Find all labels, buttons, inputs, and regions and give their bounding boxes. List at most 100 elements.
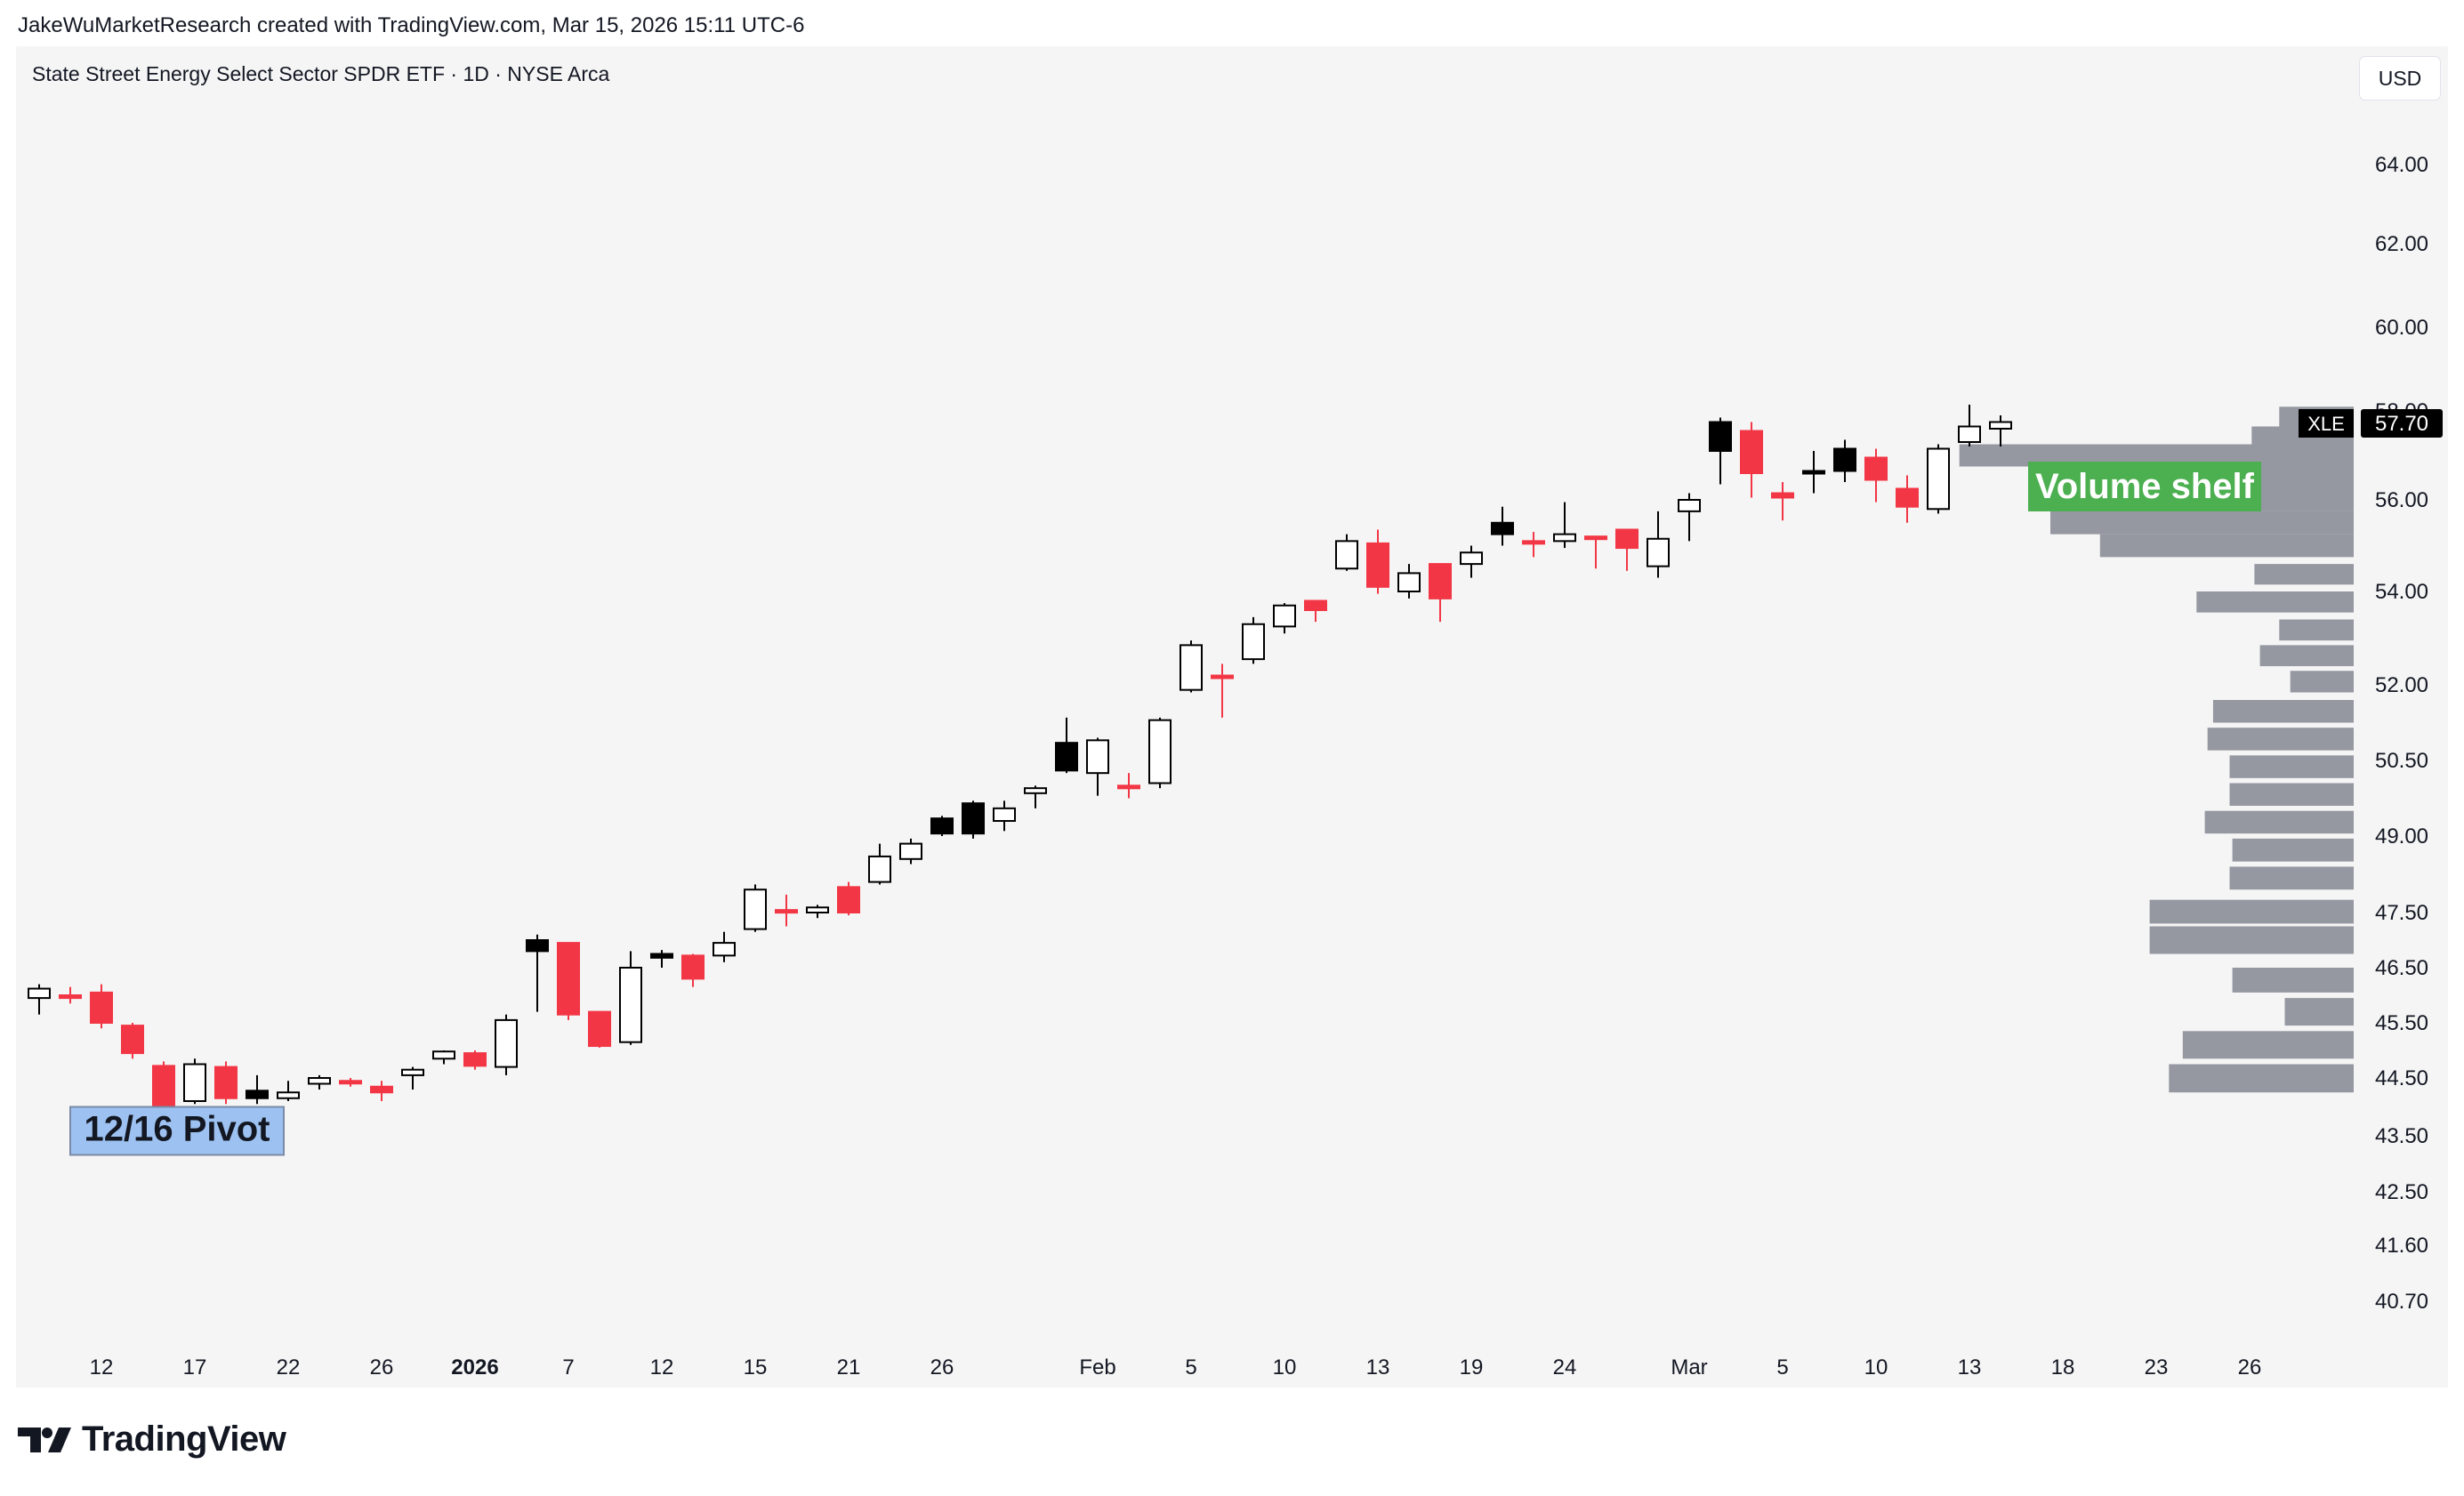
candle-body xyxy=(993,807,1016,822)
candle xyxy=(588,1010,611,1048)
time-axis-label: 13 xyxy=(1958,1355,1982,1379)
price-axis[interactable]: 64.0062.0060.0058.0056.0054.0052.0050.50… xyxy=(2375,153,2428,1314)
candle xyxy=(930,816,954,836)
pivot-annotation[interactable]: 12/16 Pivot xyxy=(69,1106,285,1156)
price-axis-label: 62.00 xyxy=(2375,232,2428,256)
candle-body xyxy=(121,1025,144,1055)
candle-body xyxy=(1148,719,1172,784)
candle xyxy=(1958,404,1981,446)
candle xyxy=(557,942,580,1020)
candle-body xyxy=(1927,447,1950,511)
symbol-title[interactable]: State Street Energy Select Sector SPDR E… xyxy=(32,62,610,85)
price-axis-label: 64.00 xyxy=(2375,153,2428,177)
volume-profile-bar xyxy=(2229,866,2354,890)
candle-body xyxy=(806,906,829,913)
candle-body xyxy=(401,1068,424,1076)
time-axis-label: 18 xyxy=(2051,1355,2075,1379)
time-axis-label: 13 xyxy=(1366,1355,1390,1379)
chart-panel[interactable] xyxy=(16,46,2448,1387)
candle xyxy=(401,1066,424,1090)
candle xyxy=(28,984,51,1015)
candle xyxy=(1242,616,1265,664)
last-price-tag: XLE 57.70 xyxy=(2299,409,2443,438)
candle xyxy=(962,800,985,839)
candle xyxy=(121,1023,144,1059)
volume-profile-bar xyxy=(2196,591,2354,613)
candle xyxy=(1802,451,1825,494)
volume-profile-bar xyxy=(2229,783,2354,806)
volume-profile-bar xyxy=(2099,534,2354,558)
time-axis-label: 26 xyxy=(370,1355,394,1379)
candle-body xyxy=(1771,492,1794,499)
volume-profile-bar xyxy=(2232,838,2354,862)
candle xyxy=(1553,502,1576,549)
candle xyxy=(90,984,113,1029)
annotations: 12/16 Pivot Volume shelf xyxy=(69,462,2261,1156)
candle xyxy=(1366,529,1389,594)
candles xyxy=(28,404,2012,1119)
candle xyxy=(837,881,860,916)
candle xyxy=(1460,545,1483,578)
volume-shelf-annotation[interactable]: Volume shelf xyxy=(2028,462,2261,511)
volume-profile-bar xyxy=(2232,968,2354,993)
time-axis[interactable]: 12 17 22 26 2026 7 12 15 21 26 Feb 5 10 13 19 24 Mar 5 10 1… xyxy=(90,1355,2262,1379)
candle xyxy=(1864,448,1888,503)
time-axis-label: 22 xyxy=(277,1355,301,1379)
currency-button[interactable]: USD xyxy=(2360,57,2440,100)
candle xyxy=(1117,773,1140,799)
candle-body xyxy=(1055,742,1078,772)
price-axis-label: 50.50 xyxy=(2375,749,2428,773)
time-axis-label: 10 xyxy=(1864,1355,1888,1379)
candle xyxy=(1740,422,1763,498)
candle-body xyxy=(744,889,767,930)
candle-body xyxy=(1958,425,1981,443)
candle-body xyxy=(1117,784,1140,790)
time-axis-label: 10 xyxy=(1273,1355,1297,1379)
price-axis-label: 42.50 xyxy=(2375,1180,2428,1204)
candle xyxy=(1709,417,1732,485)
candle-body xyxy=(962,802,985,835)
time-axis-label: 19 xyxy=(1460,1355,1484,1379)
volume-shelf-label-box xyxy=(2028,462,2261,511)
candle xyxy=(619,951,642,1045)
candle-body xyxy=(463,1052,487,1067)
candle xyxy=(744,884,767,932)
candle-body xyxy=(1584,535,1607,541)
candle-body xyxy=(1366,542,1389,588)
candle xyxy=(1429,563,1452,623)
candle xyxy=(1304,599,1327,623)
candle-body xyxy=(650,953,673,959)
candle-body xyxy=(1802,470,1825,475)
candle-body xyxy=(588,1010,611,1048)
volume-shelf-label-text: Volume shelf xyxy=(2035,467,2255,506)
price-axis-label: 47.50 xyxy=(2375,901,2428,925)
candle xyxy=(1771,482,1794,521)
candle-body xyxy=(1522,540,1545,545)
time-axis-label: 24 xyxy=(1553,1355,1577,1379)
candle-body xyxy=(246,1090,269,1099)
candle xyxy=(1989,415,2012,446)
symbol-tag-text: XLE xyxy=(2307,413,2345,435)
candle-body xyxy=(837,886,860,913)
time-axis-label: 5 xyxy=(1776,1355,1788,1379)
candle-body xyxy=(432,1050,455,1060)
time-axis-label: 2026 xyxy=(451,1355,498,1379)
volume-profile-bar xyxy=(2204,810,2354,834)
last-price-label: 57.70 xyxy=(2361,409,2443,438)
price-axis-label: 44.50 xyxy=(2375,1066,2428,1090)
tradingview-logo-text: TradingView xyxy=(82,1420,286,1459)
candle-body xyxy=(1896,487,1919,508)
candle-body xyxy=(1864,456,1888,481)
volume-profile-bar xyxy=(2149,926,2354,954)
tradingview-logo[interactable]: TradingView xyxy=(18,1420,286,1460)
candle-body xyxy=(1833,447,1856,472)
volume-profile-bar xyxy=(2182,1031,2354,1059)
candle-body xyxy=(1491,521,1514,535)
candle-body xyxy=(1429,563,1452,599)
candle xyxy=(1647,511,1670,578)
candle xyxy=(806,905,829,919)
candle xyxy=(1678,493,1701,542)
candle-body xyxy=(713,942,736,957)
candle-body xyxy=(1740,430,1763,474)
